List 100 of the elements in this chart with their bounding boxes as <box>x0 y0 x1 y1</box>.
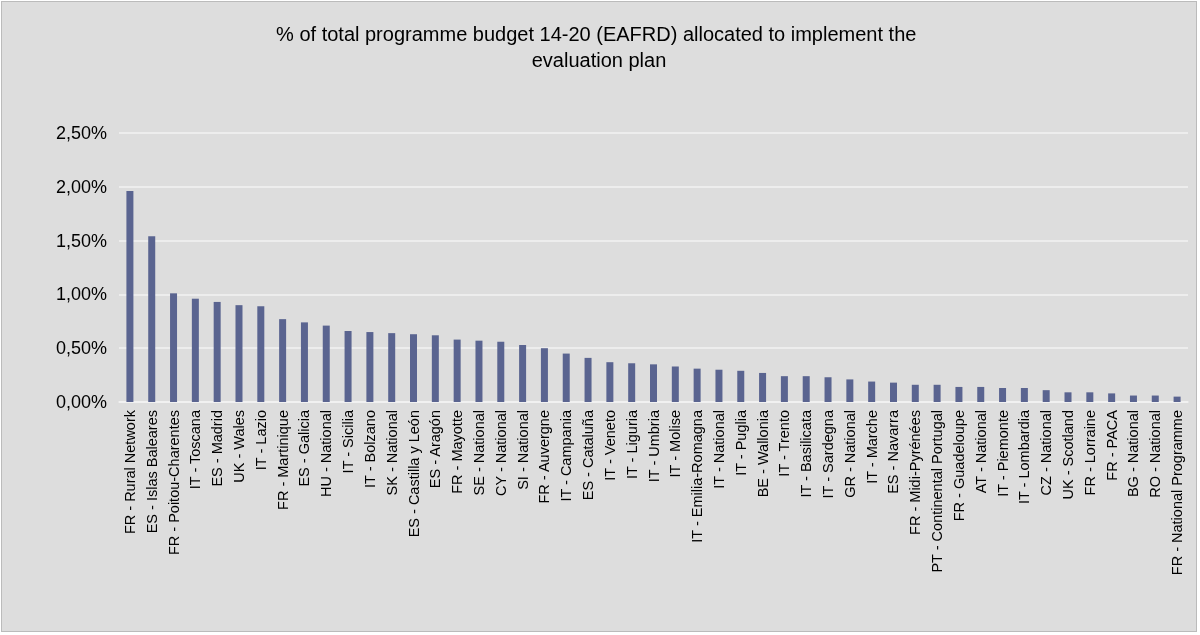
bar <box>519 344 527 402</box>
bar <box>715 369 723 402</box>
x-tick-label: FR - Mayotte <box>449 410 466 494</box>
bar <box>606 362 614 402</box>
x-tick-label: UK - Scotland <box>1060 410 1077 500</box>
bar <box>693 368 701 402</box>
bar <box>955 386 963 402</box>
x-tick-label: ES - Islas Baleares <box>143 410 160 534</box>
x-tick-label: IT - Sicilia <box>340 409 357 474</box>
x-tick-label: FR - Guadeloupe <box>950 410 967 522</box>
x-tick-label: IT - Sardegna <box>820 409 837 499</box>
x-tick-label: CZ - National <box>1038 410 1055 496</box>
x-tick-label: UK - Wales <box>230 410 247 483</box>
x-tick-label: ES - Galicia <box>296 409 313 487</box>
x-tick-label: FR - Lorraine <box>1081 410 1098 496</box>
bar <box>300 322 308 402</box>
x-tick-label: FR - Midi-Pyrénées <box>907 410 924 535</box>
y-tick-label: 1,50% <box>55 230 107 251</box>
y-tick-label: 2,50% <box>55 123 107 143</box>
x-tick-label: FR - Auvergne <box>536 410 553 504</box>
y-tick-label: 2,00% <box>55 176 107 197</box>
x-tick-label: IT - Lazio <box>252 410 269 471</box>
x-tick-label: FR - Poitou-Charentes <box>165 410 182 556</box>
x-tick-label: HU - National <box>318 410 335 498</box>
bar <box>213 301 221 402</box>
chart-title: % of total programme budget 14-20 (EAFRD) allocated to implement the evaluation plan <box>276 23 922 71</box>
bar <box>1129 395 1137 402</box>
bar <box>191 298 199 402</box>
bar <box>889 382 897 402</box>
bar <box>279 319 287 402</box>
bar <box>1151 395 1159 402</box>
bar <box>846 379 854 402</box>
bar <box>410 334 418 402</box>
bar <box>1020 388 1028 402</box>
bar <box>126 191 134 402</box>
bar <box>475 340 483 402</box>
bar <box>1108 393 1116 402</box>
x-tick-label: FR - Martinique <box>274 410 291 510</box>
bar <box>1064 392 1072 402</box>
bar <box>453 339 461 402</box>
bar <box>388 333 396 402</box>
bar <box>911 384 919 402</box>
x-tick-label: AT - National <box>972 410 989 494</box>
bar <box>584 357 592 402</box>
x-tick-label: FR - Rural Network <box>121 409 138 535</box>
x-tick-label: IT - Puglia <box>732 409 749 476</box>
bar <box>148 236 156 402</box>
x-tick-label: IT - Campania <box>558 409 575 502</box>
x-tick-label: SE - National <box>470 410 487 496</box>
bar <box>497 341 505 402</box>
x-tick-label: PT - Continental Portugal <box>929 410 946 573</box>
bar <box>999 388 1007 402</box>
bar <box>824 377 832 402</box>
bar <box>977 386 985 402</box>
x-tick-label: IT - Umbria <box>645 409 662 483</box>
x-tick-label: IT - Piemonte <box>994 410 1011 497</box>
x-tick-label: IT - Marche <box>863 410 880 484</box>
x-tick-label: ES - Cataluña <box>580 409 597 501</box>
x-tick-label: GR - National <box>841 410 858 498</box>
x-tick-label: SK - National <box>383 410 400 496</box>
bar <box>802 376 810 402</box>
y-tick-label: 0,00% <box>55 392 107 412</box>
x-tick-label: BE - Wallonia <box>754 409 771 498</box>
x-tick-label: ES - Navarra <box>885 409 902 494</box>
bar <box>1086 392 1094 402</box>
y-tick-label: 1,00% <box>55 284 107 305</box>
bar <box>671 366 679 402</box>
x-tick-label: IT - Veneto <box>601 410 618 481</box>
bar <box>737 370 745 402</box>
x-tick-label: FR - PACA <box>1103 409 1120 481</box>
x-tick-label: IT - Trento <box>776 410 793 477</box>
bar <box>562 353 570 402</box>
bar <box>344 330 352 402</box>
bar <box>235 305 243 402</box>
bar <box>257 306 265 402</box>
y-tick-label: 0,50% <box>55 338 107 359</box>
x-tick-label: IT - Liguria <box>623 409 640 480</box>
x-tick-label: IT - Emilia-Romagna <box>689 409 706 543</box>
bar <box>780 376 788 402</box>
x-tick-label: SI - National <box>514 410 531 490</box>
bar <box>628 363 636 402</box>
x-tick-label: CY - National <box>492 410 509 496</box>
x-tick-label: IT - Lombardia <box>1016 409 1033 505</box>
x-tick-label: BG - National <box>1125 410 1142 498</box>
x-tick-label: ES - Aragón <box>427 410 444 489</box>
bar <box>1042 390 1050 402</box>
bar <box>1173 396 1181 402</box>
bar <box>540 348 548 402</box>
bar <box>759 372 767 402</box>
x-tick-label: FR - National Programme <box>1169 410 1186 576</box>
x-tick-label: IT - National <box>710 410 727 489</box>
bar <box>431 335 439 402</box>
bar <box>170 293 178 402</box>
x-tick-label: IT - Molise <box>667 410 684 478</box>
bar <box>322 325 330 402</box>
x-tick-label: ES - Madrid <box>209 410 226 487</box>
bar <box>366 332 374 402</box>
bar <box>650 364 657 402</box>
x-tick-label: IT - Basilicata <box>798 409 815 498</box>
x-tick-label: RO - National <box>1147 410 1164 498</box>
